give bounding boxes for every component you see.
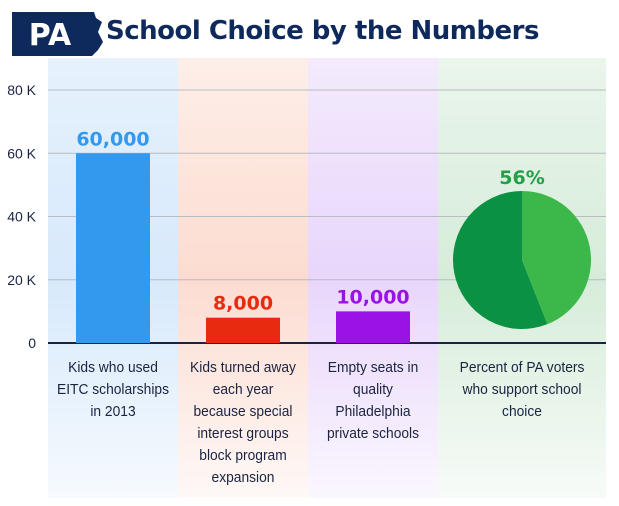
bars: 60,000 8,000 10,000 bbox=[76, 128, 410, 343]
y-tick-label: 80 K bbox=[7, 82, 36, 98]
category-label-turned-away: Kids turned away each year because speci… bbox=[183, 357, 303, 489]
label-line: quality bbox=[353, 381, 393, 398]
bar bbox=[206, 317, 280, 343]
label-line: EITC scholarships bbox=[57, 381, 169, 398]
label-line: each year bbox=[212, 381, 274, 398]
category-label-voters: Percent of PA voters who support school … bbox=[445, 357, 600, 423]
y-tick-label: 40 K bbox=[7, 209, 36, 225]
pie-chart: 56% bbox=[453, 167, 592, 329]
label-line: expansion bbox=[211, 469, 275, 486]
category-label-empty-seats: Empty seats in quality Philadelphia priv… bbox=[313, 357, 433, 445]
column-band-empty-seats bbox=[308, 58, 438, 498]
header: PA School Choice by the Numbers bbox=[0, 0, 619, 64]
bar bbox=[76, 153, 150, 343]
category-label-eitc: Kids who used EITC scholarships in 2013 bbox=[53, 357, 173, 423]
state-badge-label: PA bbox=[29, 18, 72, 53]
label-line: Percent of PA voters bbox=[459, 359, 585, 376]
y-tick-label: 0 bbox=[28, 335, 36, 351]
column-band-turned-away bbox=[178, 58, 308, 498]
y-tick-label: 20 K bbox=[7, 272, 36, 288]
bar-value-label: 10,000 bbox=[336, 286, 409, 308]
label-line: private schools bbox=[326, 425, 420, 442]
label-line: Kids turned away bbox=[190, 359, 296, 376]
bar-value-label: 60,000 bbox=[76, 128, 149, 150]
page-title: School Choice by the Numbers bbox=[106, 16, 539, 46]
pie-value-label: 56% bbox=[499, 167, 544, 189]
y-tick-label: 60 K bbox=[7, 145, 36, 161]
bar-value-label: 8,000 bbox=[213, 293, 273, 315]
label-line: Kids who used bbox=[68, 359, 158, 376]
label-line: choice bbox=[502, 403, 542, 420]
label-line: who support school bbox=[462, 381, 582, 398]
label-line: block program bbox=[199, 447, 287, 464]
pie-slice-other bbox=[522, 191, 592, 325]
label-line: Empty seats in bbox=[327, 359, 419, 376]
label-line: in 2013 bbox=[90, 403, 136, 420]
pie-slice-support bbox=[453, 191, 548, 329]
label-line: interest groups bbox=[197, 425, 289, 442]
label-line: Philadelphia bbox=[335, 403, 411, 420]
pennsylvania-shape-icon: PA bbox=[12, 12, 103, 56]
label-line: because special bbox=[193, 403, 293, 420]
bar bbox=[336, 311, 410, 343]
